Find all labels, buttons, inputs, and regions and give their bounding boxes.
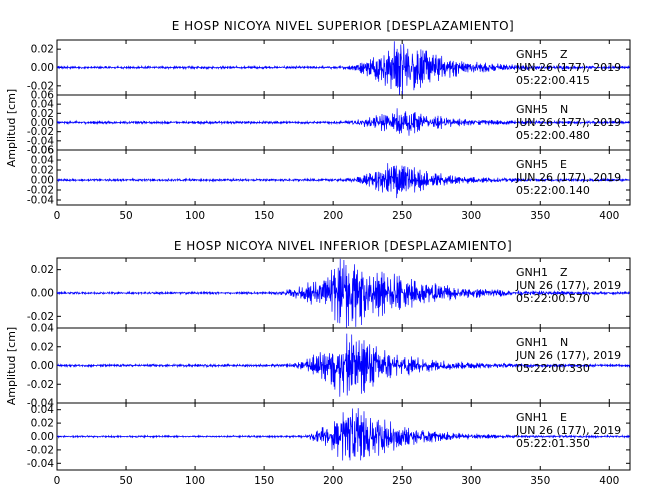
- component-label: Z: [560, 266, 568, 279]
- y-tick-label: -0.02: [27, 80, 54, 92]
- x-tick-label: 150: [254, 210, 274, 222]
- waveform-trace: [57, 108, 630, 136]
- station-label: GNH1: [516, 266, 548, 279]
- y-tick-label: 0.04: [31, 155, 55, 167]
- waveform-trace: [57, 333, 630, 397]
- component-label: E: [560, 411, 567, 424]
- date-label: JUN 26 (177), 2019: [515, 424, 621, 437]
- y-tick-label: -0.04: [27, 135, 54, 147]
- chart-title-lower: E HOSP NICOYA NIVEL INFERIOR [DESPLAZAMI…: [174, 239, 512, 253]
- y-tick-label: 0.00: [31, 431, 54, 443]
- y-axis-label-upper: Amplitud [cm]: [5, 89, 18, 167]
- date-label: JUN 26 (177), 2019: [515, 116, 621, 129]
- station-label: GNH1: [516, 411, 548, 424]
- y-tick-label: -0.02: [27, 379, 54, 391]
- y-tick-label: -0.04: [27, 195, 54, 207]
- time-label: 05:22:00.570: [516, 292, 590, 305]
- y-tick-label: 0.02: [31, 108, 54, 120]
- y-axis-label-lower: Amplitud [cm]: [5, 327, 18, 405]
- x-tick-label: 350: [530, 475, 550, 487]
- x-tick-label: 150: [254, 475, 274, 487]
- y-tick-label: 0.06: [31, 90, 55, 102]
- date-label: JUN 26 (177), 2019: [515, 349, 621, 362]
- y-tick-label: 0.00: [31, 360, 54, 372]
- x-tick-label: 50: [119, 210, 132, 222]
- y-tick-label: 0.04: [31, 404, 55, 416]
- x-tick-label: 100: [185, 210, 205, 222]
- y-tick-label: 0.02: [31, 418, 54, 430]
- x-tick-label: 50: [119, 475, 132, 487]
- y-tick-label: 0.02: [31, 165, 54, 177]
- y-tick-label: -0.02: [27, 444, 54, 456]
- x-tick-label: 200: [323, 210, 343, 222]
- x-tick-label: 250: [392, 475, 412, 487]
- time-label: 05:22:00.330: [516, 362, 590, 375]
- time-label: 05:22:00.480: [516, 129, 590, 142]
- x-tick-label: 350: [530, 210, 550, 222]
- x-tick-label: 0: [54, 475, 61, 487]
- y-tick-label: 0.04: [31, 323, 55, 335]
- x-tick-label: 250: [392, 210, 412, 222]
- waveform-trace: [57, 408, 630, 461]
- x-tick-label: 400: [599, 210, 619, 222]
- x-tick-label: 200: [323, 475, 343, 487]
- station-label: GNH5: [516, 48, 548, 61]
- waveform-trace: [57, 163, 630, 199]
- date-label: JUN 26 (177), 2019: [515, 61, 621, 74]
- y-tick-label: 0.04: [31, 99, 55, 111]
- time-label: 05:22:00.140: [516, 184, 590, 197]
- y-tick-label: -0.04: [27, 398, 54, 410]
- panel-frame: [56, 149, 631, 206]
- y-tick-label: -0.02: [27, 185, 54, 197]
- station-label: GNH1: [516, 336, 548, 349]
- x-tick-label: 0: [54, 210, 61, 222]
- y-tick-label: 0.00: [31, 117, 54, 129]
- component-label: N: [560, 336, 568, 349]
- time-label: 05:22:01.350: [516, 437, 590, 450]
- date-label: JUN 26 (177), 2019: [515, 279, 621, 292]
- y-tick-label: -0.02: [27, 311, 54, 323]
- x-tick-label: 400: [599, 475, 619, 487]
- y-tick-label: -0.04: [27, 458, 54, 470]
- y-tick-label: -0.02: [27, 126, 54, 138]
- waveform-trace: [57, 258, 630, 328]
- station-label: GNH5: [516, 103, 548, 116]
- component-label: N: [560, 103, 568, 116]
- station-label: GNH5: [516, 158, 548, 171]
- y-tick-label: 0.00: [31, 62, 54, 74]
- x-tick-label: 300: [461, 475, 481, 487]
- chart-title-upper: E HOSP NICOYA NIVEL SUPERIOR [DESPLAZAMI…: [172, 19, 515, 33]
- y-tick-label: 0.00: [31, 175, 54, 187]
- y-tick-label: 0.02: [31, 44, 54, 56]
- waveform-trace: [57, 41, 630, 95]
- time-label: 05:22:00.415: [516, 74, 590, 87]
- y-tick-label: 0.02: [31, 264, 54, 276]
- component-label: Z: [560, 48, 568, 61]
- component-label: E: [560, 158, 567, 171]
- y-tick-label: 0.00: [31, 288, 54, 300]
- y-tick-label: 0.02: [31, 341, 54, 353]
- x-tick-label: 100: [185, 475, 205, 487]
- y-tick-label: -0.06: [27, 145, 54, 157]
- x-tick-label: 300: [461, 210, 481, 222]
- date-label: JUN 26 (177), 2019: [515, 171, 621, 184]
- y-tick-label: 0.06: [31, 145, 55, 157]
